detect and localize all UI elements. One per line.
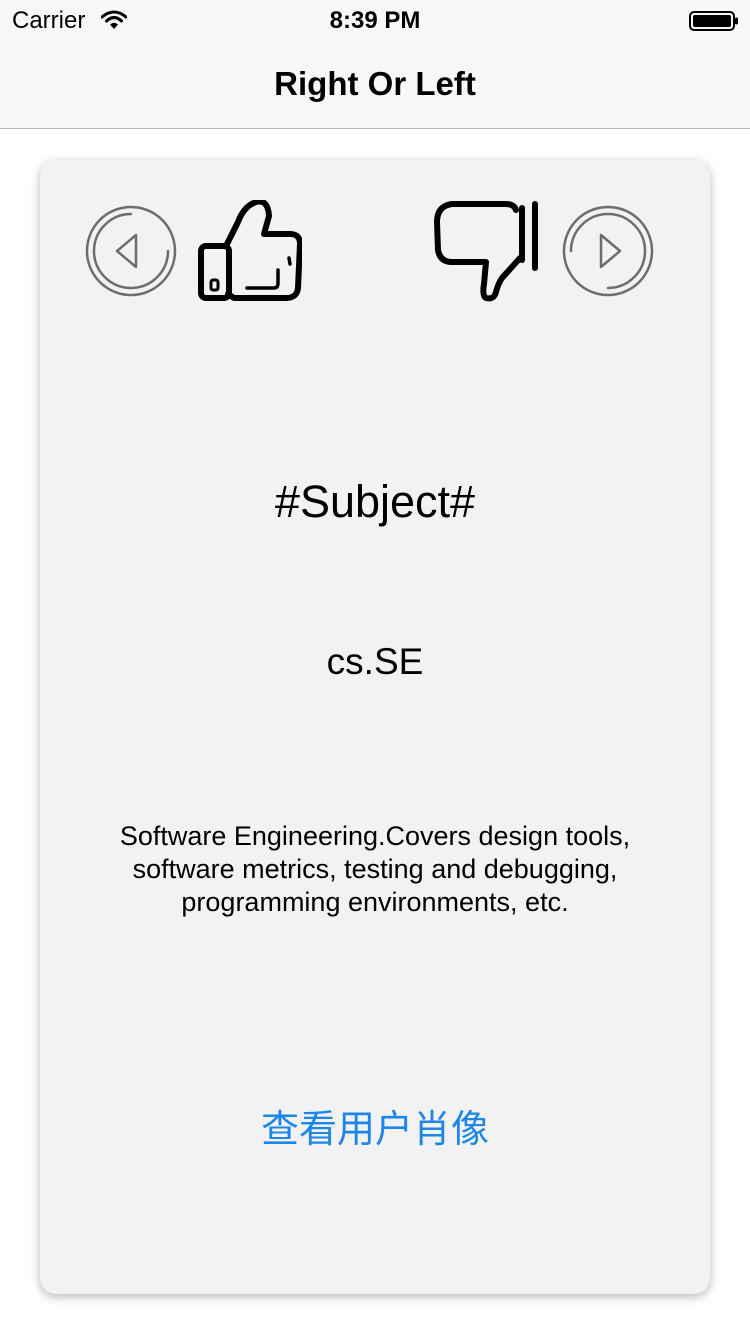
subject-description: Software Engineering.Covers design tools… [119, 821, 631, 917]
chevron-left-circle-icon[interactable] [84, 204, 178, 298]
status-time: 8:39 PM [329, 7, 421, 34]
wifi-icon [101, 10, 127, 29]
chevron-right-circle-icon[interactable] [561, 204, 655, 298]
view-user-avatar-button[interactable]: 查看用户肖像 [260, 1109, 489, 1151]
status-bar: Carrier 8:39 PM [0, 0, 750, 40]
subject-title: #Subject# [274, 476, 476, 527]
subject-code: cs.SE [326, 641, 424, 682]
battery-full-icon [689, 11, 738, 31]
subject-card[interactable]: #Subject# cs.SE Software Engineering.Cov… [40, 160, 710, 1294]
carrier-label: Carrier [12, 7, 86, 34]
thumbs-up-icon[interactable] [198, 200, 302, 302]
navigation-bar: Carrier 8:39 PM Right Or Left [0, 0, 750, 129]
page-title: Right Or Left [274, 65, 476, 102]
thumbs-down-icon[interactable] [434, 200, 540, 302]
